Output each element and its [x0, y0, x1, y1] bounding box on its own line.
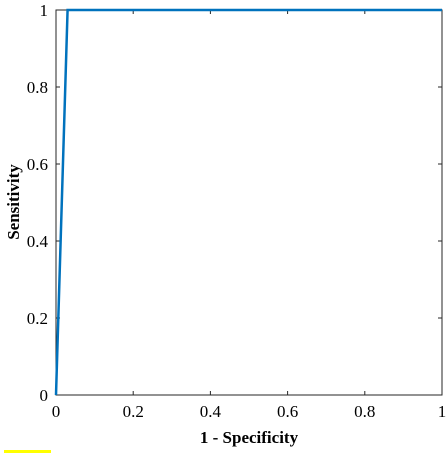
x-axis-tick-labels: 0 0.2 0.4 0.6 0.8 1	[52, 402, 447, 421]
plot-frame	[55, 9, 443, 396]
y-tick-label: 0.6	[27, 155, 48, 174]
y-axis-tick-labels: 0 0.2 0.4 0.6 0.8 1	[27, 1, 49, 405]
x-axis-label: 1 - Specificity	[200, 428, 299, 447]
x-tick-label: 0.4	[200, 402, 222, 421]
roc-curve-line	[54, 8, 442, 396]
x-tick-label: 0	[52, 402, 61, 421]
y-tick-label: 0	[40, 386, 49, 405]
x-tick-label: 1	[438, 402, 447, 421]
x-tick-label: 0.8	[354, 402, 375, 421]
x-tick-label: 0.2	[123, 402, 144, 421]
y-tick-label: 0.4	[27, 232, 49, 251]
y-axis-label: Sensitivity	[4, 164, 23, 240]
y-axis-ticks	[56, 9, 442, 396]
y-tick-label: 0.2	[27, 309, 48, 328]
y-tick-label: 0.8	[27, 78, 48, 97]
y-tick-label: 1	[40, 1, 49, 20]
yellow-highlight-mark	[4, 450, 51, 453]
x-axis-ticks	[55, 10, 443, 395]
x-tick-label: 0.6	[277, 402, 298, 421]
